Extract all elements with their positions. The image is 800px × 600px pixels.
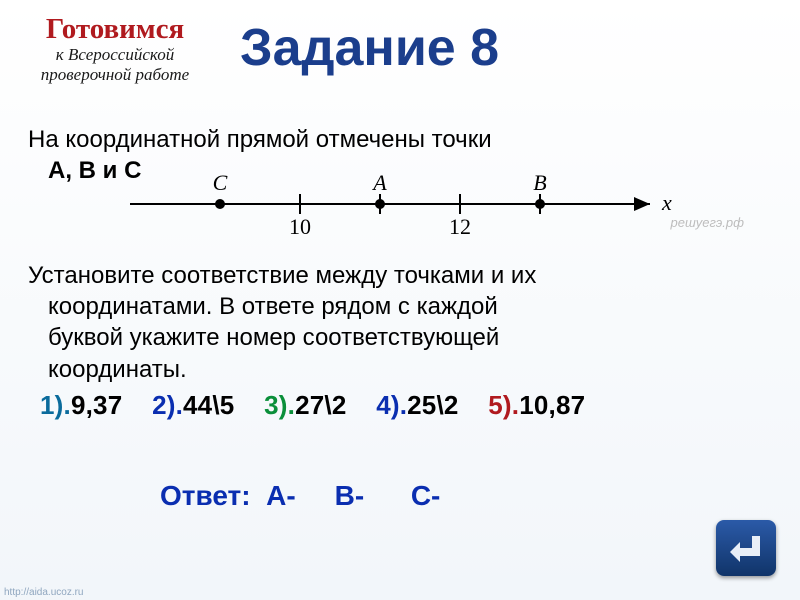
series-header: Готовимся к Всероссийской проверочной ра… [10,14,220,84]
instr-l1: Установите соответствие между точками и … [28,262,536,289]
number-line-svg: 10 12 C A B x [120,170,680,240]
axis-arrow [634,197,650,211]
point-dot [215,199,225,209]
series-sub-1: к Всероссийской [10,46,220,64]
series-sub-2: проверочной работе [10,66,220,84]
instr-l3: буквой укажите номер соответствующей [48,324,499,351]
instr-l4: координаты. [48,356,187,383]
problem-prefix: На координатной прямой отмечены точки [28,126,492,153]
option-number: 2). [152,390,183,420]
options-row: 1).9,37 2).44\5 3).27\2 4).25\2 5).10,87 [40,390,585,421]
footer-url: http://aida.ucoz.ru [4,587,84,598]
answer-a: А- [266,480,296,511]
answer-b: В- [335,480,365,511]
point-label: B [533,170,546,195]
point-label: A [371,170,387,195]
option-value: 10,87 [519,390,585,420]
number-line: 10 12 C A B x [120,170,680,240]
instruction-text: Установите соответствие между точками и … [28,260,768,385]
series-title: Готовимся [10,14,220,44]
point-label: C [213,170,228,195]
tick-label: 10 [289,214,311,239]
answer-row: Ответ: А- В- С- [160,480,440,512]
watermark: решуегэ.рф [671,215,745,230]
answer-c: С- [411,480,441,511]
option-number: 5). [488,390,519,420]
option-number: 3). [264,390,295,420]
option-value: 27\2 [295,390,346,420]
tick-label: 12 [449,214,471,239]
option-number: 1). [40,390,71,420]
option-number: 4). [376,390,407,420]
back-button[interactable] [716,520,776,576]
ticks-group: 10 12 [289,194,540,239]
answer-label: Ответ: [160,480,251,511]
option-value: 9,37 [71,390,122,420]
point-dot [535,199,545,209]
option-value: 25\2 [407,390,458,420]
slide: Готовимся к Всероссийской проверочной ра… [0,0,800,600]
task-title: Задание 8 [240,18,499,78]
option-value: 44\5 [183,390,234,420]
instr-l2: координатами. В ответе рядом с каждой [48,293,498,320]
return-arrow-icon [728,532,764,564]
point-dot [375,199,385,209]
axis-label: x [661,190,672,215]
